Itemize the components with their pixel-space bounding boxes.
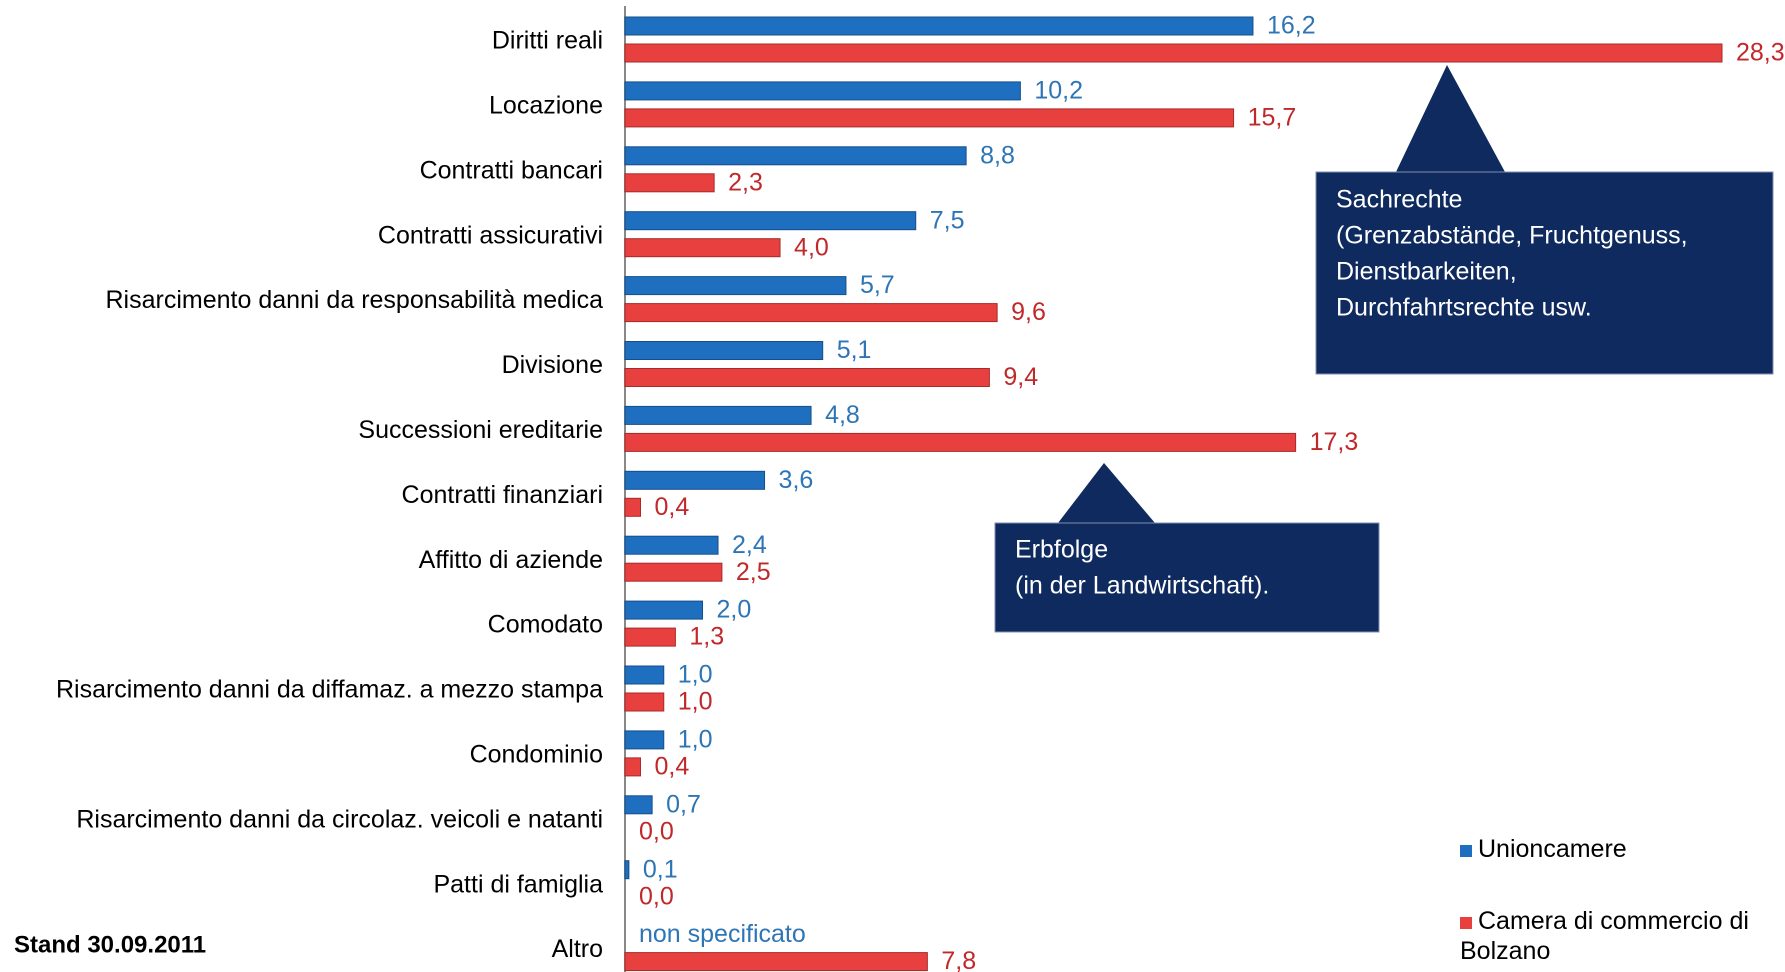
value-label: 1,3 bbox=[689, 623, 724, 651]
bar bbox=[624, 173, 715, 193]
callout-text: (in der Landwirtschaft). bbox=[1015, 572, 1269, 600]
bar bbox=[624, 952, 928, 972]
value-label: 2,0 bbox=[717, 596, 752, 624]
callout-box bbox=[1315, 171, 1774, 375]
value-label: 0,0 bbox=[639, 882, 674, 910]
value-label: 5,1 bbox=[837, 336, 872, 364]
category-label: Risarcimento danni da responsabilità med… bbox=[106, 286, 604, 314]
value-label: 15,7 bbox=[1248, 104, 1297, 132]
bar bbox=[624, 757, 642, 777]
value-label: 8,8 bbox=[980, 141, 1015, 169]
category-label: Locazione bbox=[489, 92, 603, 120]
category-label: Contratti assicurativi bbox=[378, 221, 603, 249]
value-label: 2,4 bbox=[732, 531, 767, 559]
bar bbox=[624, 730, 665, 750]
legend-swatch bbox=[1460, 917, 1472, 929]
bar bbox=[624, 341, 824, 360]
bar bbox=[624, 81, 1021, 101]
legend-entry: Unioncamere bbox=[1460, 834, 1760, 864]
value-label: 0,4 bbox=[655, 493, 690, 521]
value-label: 2,3 bbox=[728, 168, 763, 196]
callout-pointer bbox=[1058, 463, 1155, 523]
category-label: Contratti finanziari bbox=[402, 481, 603, 509]
value-label: 0,1 bbox=[643, 855, 678, 883]
value-label: 0,7 bbox=[666, 790, 701, 818]
footnote: Stand 30.09.2011 bbox=[14, 931, 206, 958]
category-label: Risarcimento danni da circolaz. veicoli … bbox=[76, 805, 603, 833]
value-label: 9,6 bbox=[1011, 298, 1046, 326]
bar bbox=[624, 795, 653, 815]
bar bbox=[624, 211, 917, 231]
legend-swatch bbox=[1460, 845, 1472, 857]
bar bbox=[624, 470, 766, 490]
value-label: 2,5 bbox=[736, 558, 771, 586]
value-label: 7,8 bbox=[941, 947, 976, 972]
value-label: 0,4 bbox=[655, 753, 690, 781]
category-label: Comodato bbox=[488, 611, 603, 639]
bar bbox=[624, 303, 998, 323]
callout-text: Dienstbarkeiten, bbox=[1336, 258, 1517, 286]
callout-pointer bbox=[1396, 65, 1505, 172]
bar bbox=[624, 16, 1254, 36]
value-label: 9,4 bbox=[1003, 363, 1038, 391]
category-label: Patti di famiglia bbox=[433, 870, 603, 898]
value-label: 10,2 bbox=[1034, 77, 1083, 105]
value-label: 0,0 bbox=[639, 817, 674, 845]
bar bbox=[624, 405, 812, 425]
category-label: Affitto di aziende bbox=[419, 546, 603, 574]
bar bbox=[624, 43, 1723, 63]
value-label: 1,0 bbox=[678, 726, 713, 754]
value-label: 4,8 bbox=[825, 401, 860, 429]
bar bbox=[624, 600, 704, 620]
value-label: 28,3 bbox=[1736, 39, 1785, 67]
value-label: 1,0 bbox=[678, 688, 713, 716]
bar bbox=[624, 692, 665, 712]
category-label: Condominio bbox=[470, 741, 603, 769]
value-label: 16,2 bbox=[1267, 12, 1316, 40]
value-label: 17,3 bbox=[1310, 428, 1359, 456]
bar bbox=[624, 535, 719, 555]
legend-label: Camera di commercio di Bolzano bbox=[1460, 907, 1749, 965]
value-label: 5,7 bbox=[860, 271, 895, 299]
bar bbox=[624, 432, 1297, 452]
value-label: non specificato bbox=[639, 920, 806, 948]
callout-text: (Grenzabstände, Fruchtgenuss, bbox=[1336, 222, 1688, 250]
category-label: Altro bbox=[552, 935, 603, 963]
legend-entry: Camera di commercio di Bolzano bbox=[1460, 906, 1760, 966]
bar bbox=[624, 665, 665, 685]
bar bbox=[624, 108, 1235, 128]
value-label: 1,0 bbox=[678, 661, 713, 689]
value-label: 7,5 bbox=[930, 206, 965, 234]
callout-text: Erbfolge bbox=[1015, 536, 1108, 564]
category-label: Risarcimento danni da diffamaz. a mezzo … bbox=[56, 676, 603, 704]
legend-label: Unioncamere bbox=[1478, 835, 1627, 863]
bar bbox=[624, 860, 630, 880]
bar bbox=[624, 562, 723, 582]
callout-box bbox=[994, 522, 1380, 633]
bar bbox=[624, 146, 967, 166]
bar bbox=[624, 497, 642, 517]
callout-text: Sachrechte bbox=[1336, 186, 1462, 214]
category-label: Divisione bbox=[502, 351, 603, 379]
bar bbox=[624, 276, 847, 296]
category-label: Successioni ereditarie bbox=[358, 416, 603, 444]
category-label: Contratti bancari bbox=[420, 156, 603, 184]
bar bbox=[624, 627, 676, 647]
callout-text: Durchfahrtsrechte usw. bbox=[1336, 294, 1592, 322]
value-label: 3,6 bbox=[779, 466, 814, 494]
category-label: Diritti reali bbox=[492, 27, 603, 55]
value-label: 4,0 bbox=[794, 233, 829, 261]
bar bbox=[624, 368, 990, 387]
bar bbox=[624, 238, 781, 258]
